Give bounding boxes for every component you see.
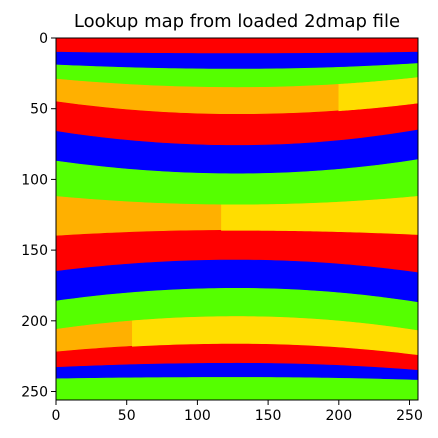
- y-tick-label: 50: [30, 102, 48, 118]
- band-yellow: [132, 316, 418, 356]
- x-tick-label: 250: [396, 408, 423, 424]
- y-axis: 0 50 100 150 200 250: [21, 31, 56, 401]
- chart-title: Lookup map from loaded 2dmap file: [74, 11, 400, 32]
- y-tick-label: 100: [21, 172, 48, 188]
- heatmap-bands: [56, 38, 418, 400]
- band-yellow: [221, 196, 418, 235]
- x-tick-label: 200: [325, 408, 352, 424]
- band-green: [56, 377, 418, 400]
- band-yellow: [338, 77, 418, 112]
- x-tick-label: 100: [184, 408, 211, 424]
- x-tick-label: 150: [255, 408, 282, 424]
- y-tick-label: 250: [21, 385, 48, 401]
- x-tick-label: 0: [52, 408, 61, 424]
- y-tick-label: 200: [21, 314, 48, 330]
- x-axis: 0 50 100 150 200 250: [52, 400, 423, 424]
- x-tick-label: 50: [118, 408, 136, 424]
- y-tick-label: 0: [39, 31, 48, 47]
- band-red: [56, 38, 418, 54]
- y-tick-label: 150: [21, 243, 48, 259]
- plot-frame: [55, 37, 419, 401]
